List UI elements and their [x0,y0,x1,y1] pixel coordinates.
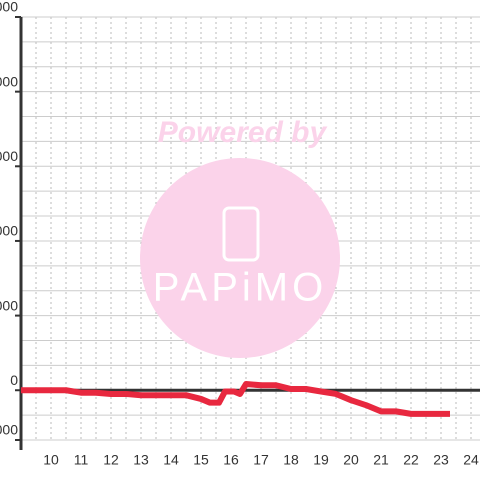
watermark-circle [140,158,340,358]
watermark-logo: PAPiMO [153,266,327,310]
x-tick-label: 14 [163,452,179,468]
x-tick-label: 10 [43,452,59,468]
x-tick-label: 23 [433,452,449,468]
x-tick-label: 18 [283,452,299,468]
y-tick-label: 60,000 [0,223,18,239]
x-tick-label: 15 [193,452,209,468]
x-tick-label: 17 [253,452,269,468]
x-tick-label: 13 [133,452,149,468]
y-tick-label: 90,000 [0,148,18,164]
watermark-top: Powered by [158,116,328,149]
x-tick-label: 24 [463,452,479,468]
x-tick-label: 12 [103,452,119,468]
watermark: Powered by PAPiMO [140,116,340,358]
x-tick-label: 16 [223,452,239,468]
y-tick-label: -20,000 [0,422,18,438]
x-tick-label: 19 [313,452,329,468]
y-tick-label: 120,000 [0,73,18,89]
x-tick-label: 11 [74,452,89,468]
x-tick-label: 21 [373,452,389,468]
watermark-icon [222,206,260,262]
y-tick-label: 150,000 [0,0,18,15]
y-tick-label: 30,000 [0,297,18,313]
line [21,381,450,417]
y-tick-label: 0 [10,372,18,388]
x-tick-label: 22 [403,452,419,468]
x-tick-label: 20 [343,452,359,468]
